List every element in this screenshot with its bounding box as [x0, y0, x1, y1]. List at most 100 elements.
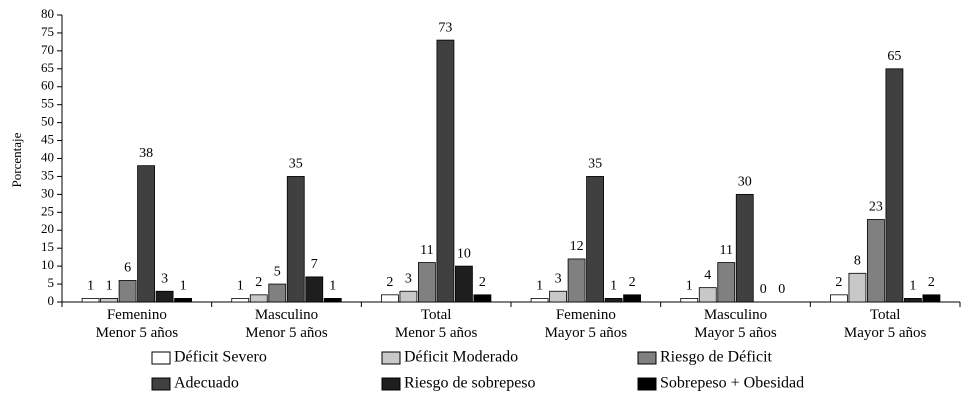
data-label: 11: [720, 243, 733, 258]
data-label: 1: [106, 279, 113, 294]
bar: [323, 298, 342, 303]
bar: [137, 165, 155, 303]
bar: [418, 262, 436, 303]
data-label: 35: [588, 157, 602, 172]
legend-swatch: [381, 351, 401, 365]
data-label: 1: [536, 279, 543, 294]
bar: [885, 68, 904, 303]
data-label: 2: [629, 275, 636, 290]
x-tick-label: Femenino Menor 5 años: [95, 307, 179, 341]
bar: [717, 262, 736, 303]
y-tick-label: 20: [41, 221, 54, 236]
bar: [680, 298, 699, 303]
y-tick-label: 70: [41, 42, 54, 57]
bar: [830, 294, 848, 303]
legend-swatch: [637, 377, 657, 391]
data-label: 73: [438, 20, 452, 35]
data-label: 1: [87, 279, 94, 294]
y-tick-label: 15: [41, 239, 54, 254]
data-label: 30: [738, 175, 752, 190]
bar: [155, 290, 174, 303]
bar: [381, 294, 399, 303]
y-tick-label: 35: [41, 167, 54, 182]
y-tick-label: 45: [41, 132, 54, 147]
data-label: 6: [124, 261, 131, 276]
y-axis-label: Porcentaje: [9, 132, 24, 187]
data-label: 2: [386, 275, 393, 290]
legend-label: Adecuado: [174, 375, 239, 392]
data-label: 11: [420, 243, 433, 258]
bar: [848, 272, 867, 303]
data-label: 2: [835, 275, 842, 290]
bar: [100, 298, 118, 303]
bar: [904, 298, 922, 303]
legend-swatch: [381, 377, 401, 391]
data-label: 3: [405, 271, 412, 286]
y-tick-label: 0: [48, 293, 55, 308]
legend-swatch: [637, 351, 657, 365]
y-tick-label: 40: [41, 149, 54, 164]
legend-swatch: [151, 377, 171, 391]
bar: [436, 39, 455, 303]
bar: [286, 176, 305, 303]
bar: [623, 294, 641, 303]
legend-label: Déficit Moderado: [404, 349, 518, 366]
bar: [735, 193, 754, 303]
data-label: 1: [329, 279, 336, 294]
data-label: 3: [555, 271, 562, 286]
data-label: 2: [255, 275, 262, 290]
data-label: 4: [704, 268, 711, 283]
bar: [604, 298, 623, 303]
data-label: 1: [909, 279, 916, 294]
data-label: 1: [610, 279, 617, 294]
data-label: 3: [161, 271, 168, 286]
bar: [549, 290, 567, 303]
data-label: 8: [854, 254, 861, 269]
bar: [867, 219, 885, 303]
bar: [81, 298, 100, 303]
legend-swatch: [151, 351, 171, 365]
bar: [530, 298, 549, 303]
data-label: 2: [479, 275, 486, 290]
data-label: 35: [289, 157, 303, 172]
data-label: 7: [311, 257, 318, 272]
data-label: 12: [570, 239, 584, 254]
bar: [305, 276, 324, 303]
bar: [249, 294, 268, 303]
legend-label: Riesgo de sobrepeso: [404, 375, 536, 392]
bar: [268, 283, 287, 303]
data-label: 23: [869, 200, 883, 215]
bar: [174, 298, 192, 303]
bar: [698, 287, 717, 303]
legend-label: Sobrepeso + Obesidad: [660, 375, 804, 392]
y-tick-label: 75: [41, 24, 54, 39]
y-tick-label: 10: [41, 257, 54, 272]
y-tick-label: 65: [41, 60, 54, 75]
y-tick-label: 55: [41, 96, 54, 111]
y-tick-label: 80: [41, 6, 54, 21]
y-tick-label: 50: [41, 114, 54, 129]
bar: [455, 265, 473, 303]
data-label: 1: [180, 279, 187, 294]
x-tick-label: Total Mayor 5 años: [843, 307, 927, 341]
x-tick-label: Masculino Mayor 5 años: [694, 307, 777, 341]
y-tick-label: 25: [41, 203, 54, 218]
bar: [922, 294, 941, 303]
data-label: 38: [139, 146, 153, 161]
bar: [118, 280, 137, 303]
data-label: 1: [237, 279, 244, 294]
bar: [399, 290, 418, 303]
y-tick-label: 60: [41, 78, 54, 93]
y-tick-label: 30: [41, 185, 54, 200]
x-tick-label: Total Menor 5 años: [394, 307, 478, 341]
data-label: 0: [778, 282, 785, 297]
data-label: 2: [928, 275, 935, 290]
legend-label: Déficit Severo: [174, 349, 267, 366]
x-tick-label: Femenino Mayor 5 años: [544, 307, 628, 341]
data-label: 65: [887, 49, 901, 64]
data-label: 1: [686, 279, 693, 294]
legend-label: Riesgo de Déficit: [660, 349, 773, 366]
data-label: 0: [760, 282, 767, 297]
